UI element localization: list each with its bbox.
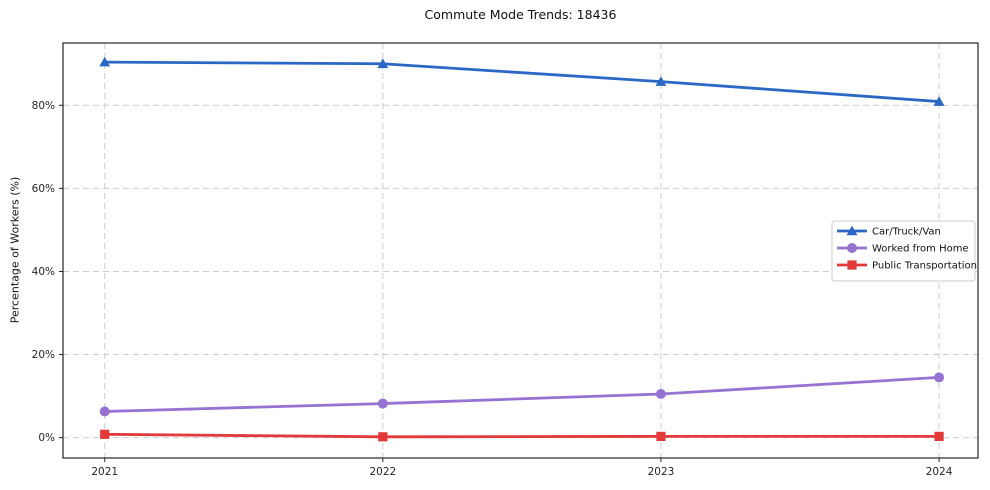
axes: 0% 20% 40% 60% 80% 2021 2022 2023 2024 (32, 42, 979, 478)
series-lines (99, 56, 945, 442)
marker-circle (377, 398, 388, 409)
plot-border (62, 42, 979, 459)
series-worked-from-home (99, 372, 945, 417)
chart-title: Commute Mode Trends: 18436 (424, 7, 617, 22)
marker-triangle (933, 96, 945, 106)
marker-circle (934, 372, 945, 383)
marker-triangle (377, 58, 389, 69)
legend-label: Car/Truck/Van (872, 227, 941, 238)
series-line (103, 376, 941, 413)
legend-box (831, 220, 976, 282)
legend-item: Car/Truck/Van (837, 225, 941, 238)
marker-circle (655, 389, 666, 400)
y-tick-label: 40% (32, 266, 55, 278)
series-car-truck-van (99, 56, 945, 106)
gridlines (63, 43, 978, 458)
series-public-transportation (100, 429, 944, 442)
marker-circle (99, 406, 110, 417)
y-tick-label: 80% (32, 100, 55, 112)
marker-square (934, 431, 944, 441)
marker-square (656, 431, 666, 441)
y-tick-label: 0% (38, 432, 55, 444)
marker-square (847, 260, 857, 270)
legend-item: Worked from Home (837, 243, 969, 255)
y-tick-label: 20% (32, 349, 55, 361)
marker-triangle (99, 56, 111, 67)
x-tick-label: 2023 (648, 466, 675, 478)
legend-item: Public Transportation (837, 260, 977, 272)
legend-label: Worked from Home (872, 244, 969, 255)
marker-triangle (655, 76, 667, 86)
legend: Car/Truck/Van Worked from Home Public Tran… (831, 220, 977, 282)
marker-square (378, 432, 388, 442)
marker-triangle (846, 225, 858, 236)
marker-circle (847, 243, 857, 253)
x-tick-label: 2021 (91, 466, 118, 478)
series-line (103, 60, 941, 103)
series-line (103, 432, 941, 439)
y-tick-label: 60% (32, 183, 55, 195)
x-tick-label: 2024 (926, 466, 953, 478)
legend-label: Public Transportation (872, 261, 977, 272)
y-axis-label: Percentage of Workers (%) (8, 176, 22, 324)
x-tick-label: 2022 (369, 466, 396, 478)
marker-square (100, 429, 110, 439)
